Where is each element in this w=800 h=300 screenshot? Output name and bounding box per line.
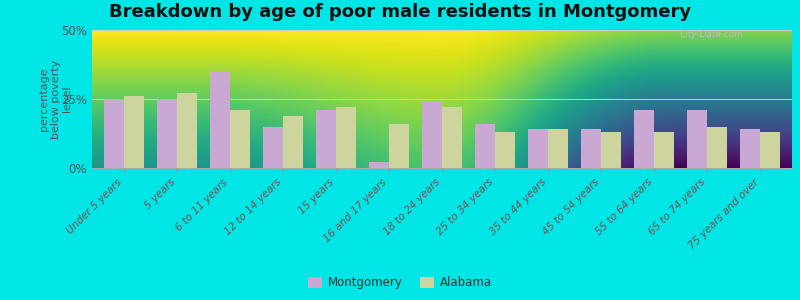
Bar xyxy=(157,99,177,168)
Bar xyxy=(262,127,283,168)
Bar xyxy=(104,99,124,168)
Text: Breakdown by age of poor male residents in Montgomery: Breakdown by age of poor male residents … xyxy=(109,3,691,21)
Bar xyxy=(442,107,462,168)
Bar xyxy=(528,129,548,168)
Y-axis label: percentage
below poverty
level: percentage below poverty level xyxy=(39,59,72,139)
Bar xyxy=(601,132,622,168)
Bar xyxy=(495,132,515,168)
Bar xyxy=(336,107,356,168)
Bar xyxy=(707,127,727,168)
Bar xyxy=(177,94,197,168)
Text: City-Data.com: City-Data.com xyxy=(680,30,744,39)
Bar xyxy=(654,132,674,168)
Bar xyxy=(283,116,303,168)
Bar xyxy=(475,124,495,168)
Bar xyxy=(316,110,336,168)
Bar xyxy=(581,129,601,168)
Bar xyxy=(369,163,389,168)
Bar xyxy=(124,96,144,168)
Bar xyxy=(740,129,760,168)
Bar xyxy=(230,110,250,168)
Bar xyxy=(634,110,654,168)
Bar xyxy=(210,71,230,168)
Bar xyxy=(422,102,442,168)
Bar xyxy=(687,110,707,168)
Bar xyxy=(548,129,568,168)
Bar xyxy=(760,132,780,168)
Bar xyxy=(389,124,409,168)
Legend: Montgomery, Alabama: Montgomery, Alabama xyxy=(303,272,497,294)
